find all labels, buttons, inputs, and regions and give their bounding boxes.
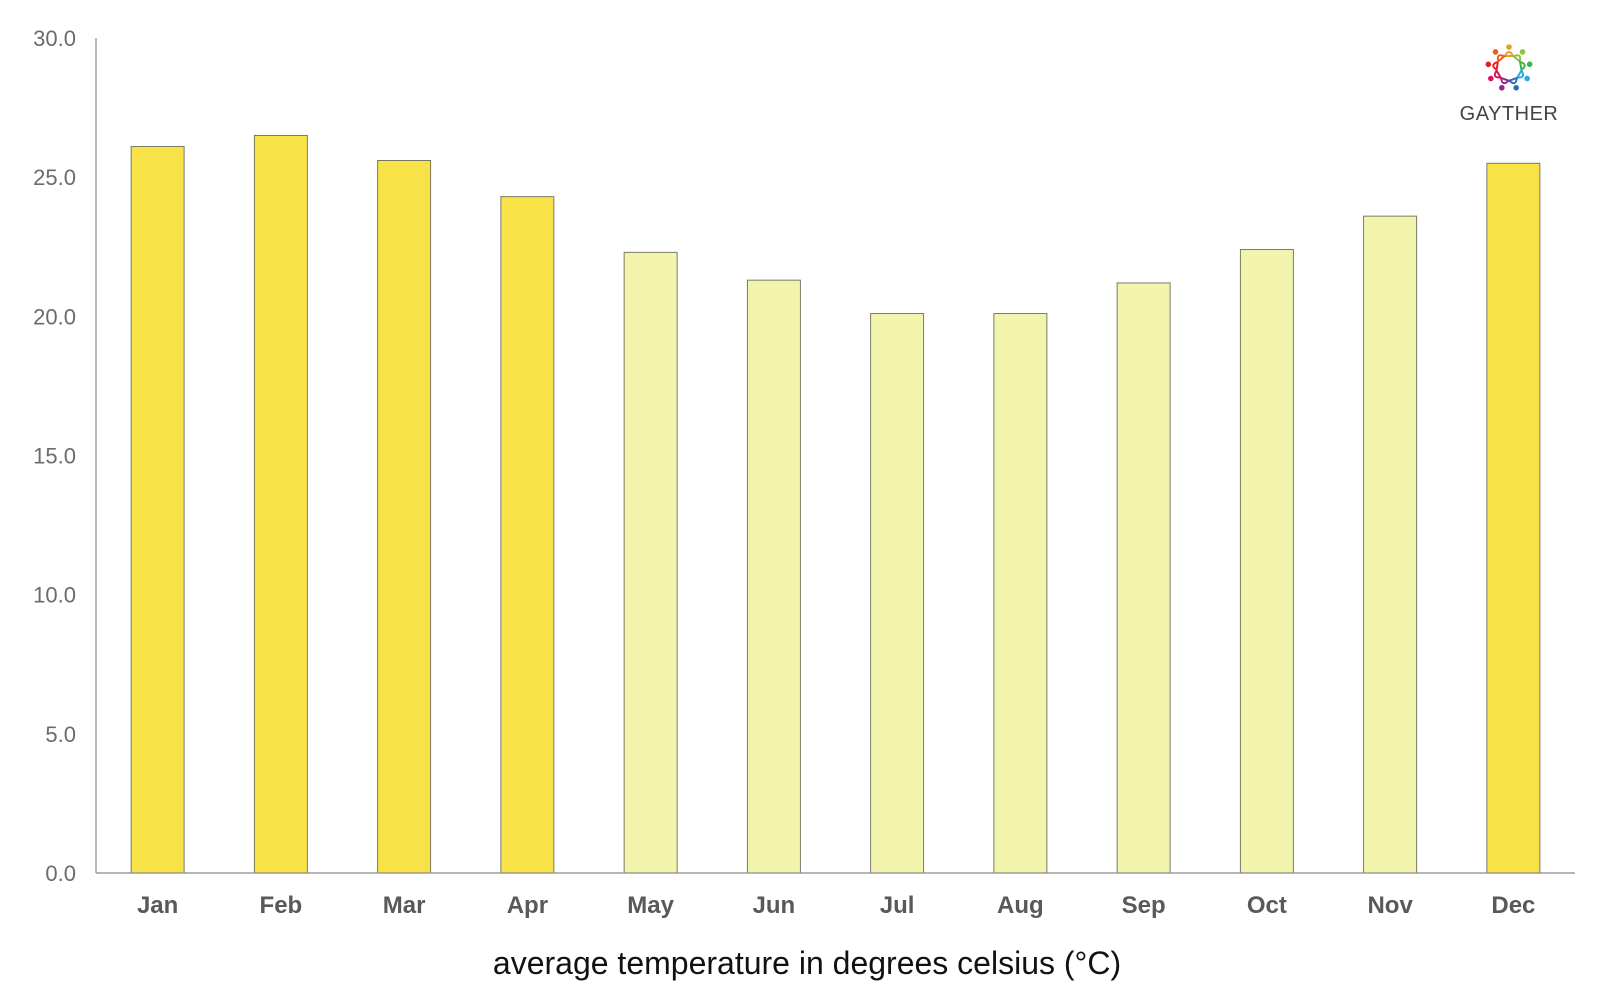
bars-group [130,134,1541,874]
x-tick-feb: Feb [260,892,303,919]
y-tick-label: 25.0 [33,165,76,190]
bar-aug [993,313,1048,874]
logo-figure [1503,44,1515,57]
logo-figure [1518,60,1533,72]
logo-figure [1488,68,1503,82]
x-tick-nov: Nov [1367,892,1413,919]
x-tick-mar: Mar [383,892,426,919]
bar-jun [746,279,801,874]
logo-figure [1515,68,1530,82]
bar-nov [1363,215,1418,874]
x-tick-dec: Dec [1491,892,1535,919]
bar-feb [253,134,308,874]
x-tick-jun: Jun [753,892,796,919]
bar-may [623,251,678,874]
logo-figure [1485,60,1500,72]
y-tick-label: 5.0 [45,722,76,747]
x-tick-may: May [627,892,674,919]
gayther-logo: GAYTHER [1460,44,1559,125]
x-tick-jan: Jan [137,892,178,919]
bar-jul [870,313,925,874]
logo-figure [1492,49,1507,64]
bar-apr [500,196,555,874]
people-circle-icon [1485,44,1533,91]
x-tick-apr: Apr [507,892,548,919]
y-tick-label: 20.0 [33,304,76,329]
x-axis-ticks: Jan Feb Mar Apr May Jun Jul Aug Sep Oct Nov Dec [137,892,1535,919]
y-tick-label: 15.0 [33,444,76,469]
x-axis-label: average temperature in degrees celsius (… [493,945,1121,981]
bar-jan [130,146,185,874]
bar-oct [1239,249,1294,874]
x-tick-sep: Sep [1122,892,1166,919]
logo-figure [1511,49,1526,64]
logo-figure [1507,76,1519,91]
y-tick-label: 30.0 [33,26,76,51]
x-tick-aug: Aug [997,892,1044,919]
y-tick-label: 0.0 [45,861,76,886]
y-tick-label: 10.0 [33,583,76,608]
y-axis-ticks: 0.0 5.0 10.0 15.0 20.0 25.0 30.0 [33,26,76,886]
x-tick-oct: Oct [1247,892,1287,919]
bar-sep [1116,282,1171,874]
logo-text: GAYTHER [1460,103,1559,125]
bar-mar [377,160,432,874]
logo-figure [1499,76,1511,91]
x-tick-jul: Jul [880,892,915,919]
bar-dec [1486,162,1541,874]
